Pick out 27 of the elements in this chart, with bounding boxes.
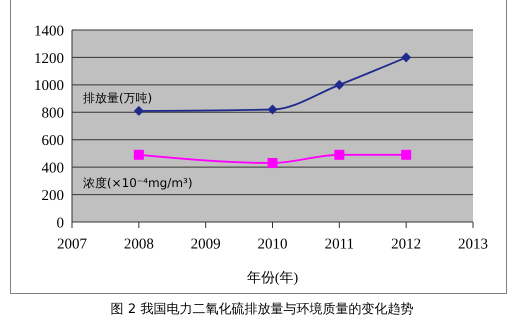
x-tick-label: 2010: [258, 236, 288, 253]
x-tick-label: 2011: [324, 236, 354, 253]
point: [134, 106, 144, 116]
y-tick-label: 200: [42, 188, 64, 204]
point: [401, 150, 412, 160]
y-tick-label: 1000: [34, 78, 64, 94]
series-label: 排放量(万吨): [82, 90, 152, 105]
point: [334, 150, 344, 160]
y-tick-label: 1400: [34, 23, 64, 40]
x-tick-label: 2009: [190, 236, 221, 253]
y-tick-label: 0: [56, 215, 64, 232]
point: [268, 158, 278, 168]
y-tick-label: 800: [42, 106, 64, 122]
x-tick-label: 2008: [124, 236, 154, 253]
point: [268, 104, 278, 115]
y-tick-label: 400: [42, 160, 64, 176]
x-axis-title: 年份(年): [246, 270, 298, 286]
x-tick-label: 2013: [458, 236, 488, 253]
y-tick-label: 600: [42, 133, 64, 150]
point: [334, 80, 344, 90]
x-tick-label: 2007: [57, 236, 88, 253]
x-tick-label: 2012: [391, 236, 422, 253]
series-label: 浓度(×10⁻⁴mg/m³): [82, 176, 193, 190]
y-tick-label: 1200: [34, 50, 64, 67]
point: [401, 52, 412, 62]
text: 图 2 我国电力二氧化硫排放量与环境质量的变化趋势: [110, 301, 414, 318]
point: [134, 150, 144, 160]
